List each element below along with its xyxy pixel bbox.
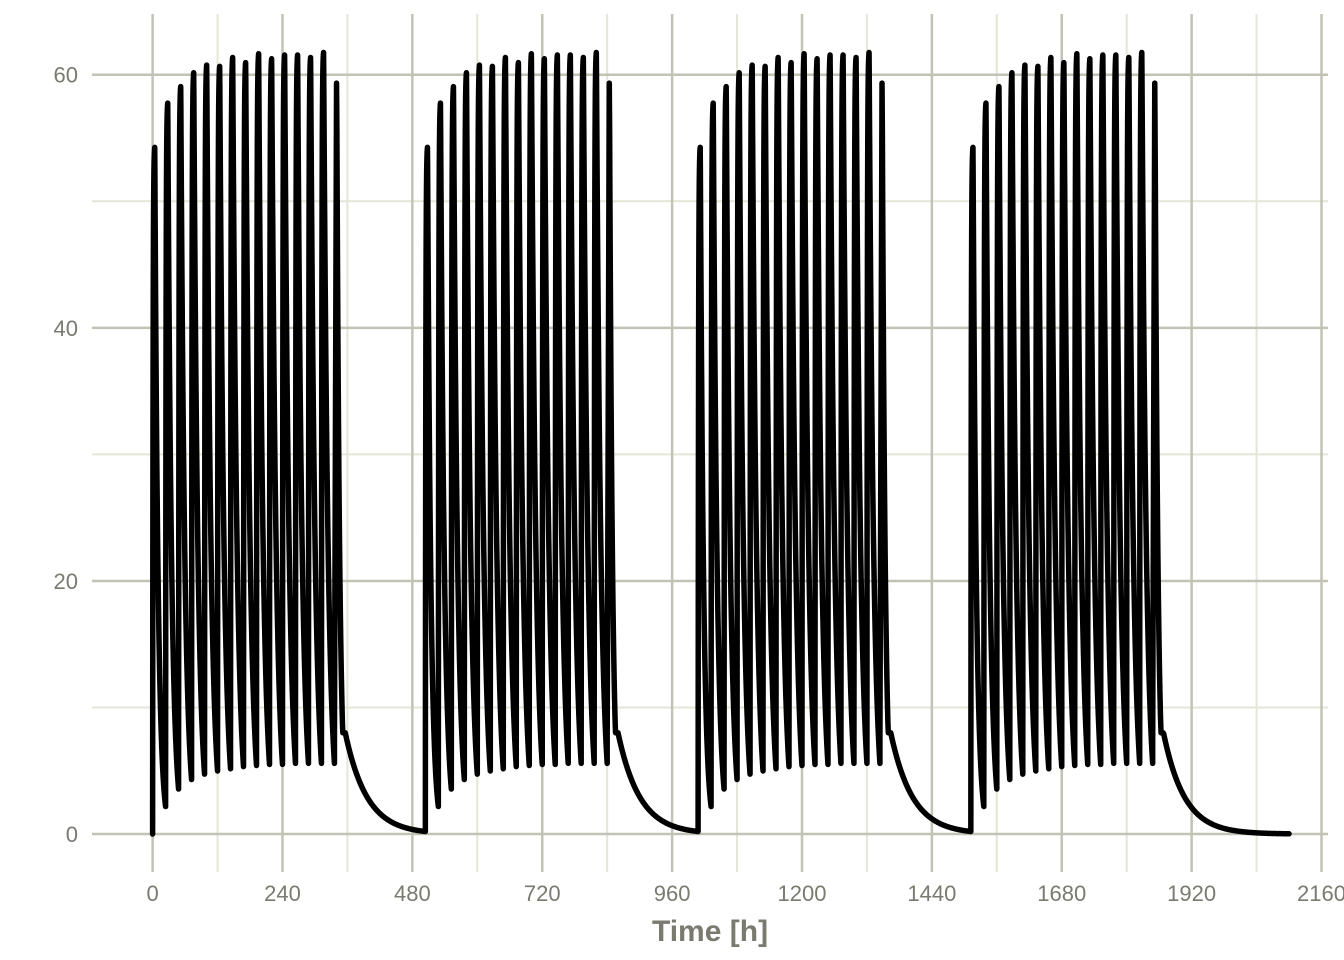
x-tick-label: 1440 [907, 881, 956, 906]
x-tick-label: 1920 [1167, 881, 1216, 906]
series-layer [149, 49, 1292, 837]
x-tick-label: 480 [394, 881, 431, 906]
x-tick-label: 240 [264, 881, 301, 906]
y-tick-label: 20 [54, 569, 78, 594]
concentration-series-line [149, 49, 1292, 837]
x-tick-label: 720 [524, 881, 561, 906]
y-tick-label: 40 [54, 316, 78, 341]
x-axis-title: Time [h] [652, 915, 768, 948]
x-tick-label: 1200 [778, 881, 827, 906]
x-tick-label: 2160 [1297, 881, 1344, 906]
x-tick-label: 0 [146, 881, 158, 906]
x-tick-label: 1680 [1037, 881, 1086, 906]
y-tick-label: 60 [54, 63, 78, 88]
x-tick-label: 960 [654, 881, 691, 906]
y-tick-label: 0 [66, 822, 78, 847]
y-axis-tick-labels: 0 20 40 60 [54, 63, 78, 847]
x-axis-tick-labels: 0 240 480 720 960 1200 1440 1680 1920 2160 [146, 881, 1344, 906]
